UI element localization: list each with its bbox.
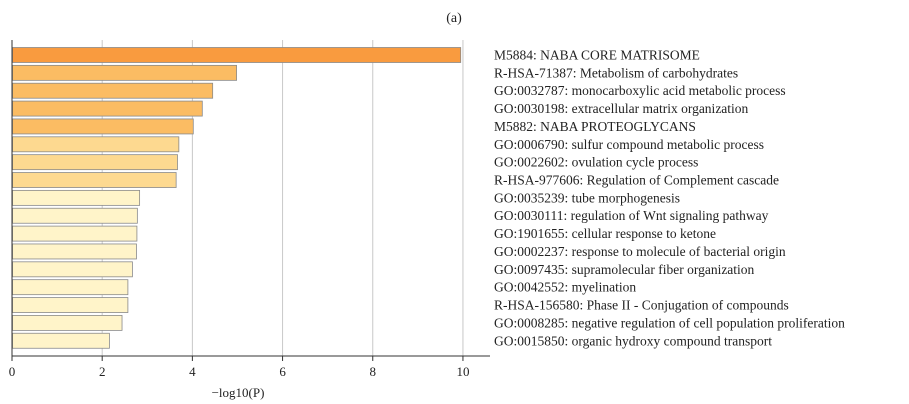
bar xyxy=(12,261,133,278)
bar xyxy=(12,332,110,349)
x-tick-label: 0 xyxy=(9,364,16,379)
category-label: GO:0042552: myelination xyxy=(494,280,636,295)
bar xyxy=(12,64,237,81)
bar xyxy=(12,154,178,171)
category-label: R-HSA-156580: Phase II - Conjugation of … xyxy=(494,298,789,313)
bar xyxy=(12,207,138,224)
bar xyxy=(12,82,214,99)
category-label: GO:0032787: monocarboxylic acid metaboli… xyxy=(494,83,786,98)
category-label: GO:0035239: tube morphogenesis xyxy=(494,190,680,205)
category-label: GO:0006790: sulfur compound metabolic pr… xyxy=(494,137,764,152)
bar xyxy=(12,314,123,331)
x-tick-label: 8 xyxy=(370,364,377,379)
category-label: GO:0030111: regulation of Wnt signaling … xyxy=(494,208,769,223)
category-label: GO:0097435: supramolecular fiber organiz… xyxy=(494,262,755,277)
bar xyxy=(12,225,138,242)
bar xyxy=(12,118,194,135)
bar xyxy=(12,100,203,117)
bar xyxy=(12,297,129,313)
x-tick-label: 4 xyxy=(189,364,196,379)
category-labels: M5884: NABA CORE MATRISOME R-HSA-71387: M… xyxy=(494,48,845,349)
bar xyxy=(12,136,180,153)
bars xyxy=(12,47,462,349)
category-label: GO:0030198: extracellular matrix organiz… xyxy=(494,101,749,116)
category-label: GO:1901655: cellular response to ketone xyxy=(494,226,716,241)
category-label: GO:0008285: negative regulation of cell … xyxy=(494,315,845,330)
bar xyxy=(12,189,141,206)
panel-label: (a) xyxy=(446,11,462,26)
category-label: R-HSA-71387: Metabolism of carbohydrates xyxy=(494,65,738,80)
bar xyxy=(12,243,137,260)
x-tick-label: 10 xyxy=(456,364,469,379)
bar xyxy=(12,47,462,63)
category-label: R-HSA-977606: Regulation of Complement c… xyxy=(494,173,779,188)
x-axis: 0 2 4 6 8 10 xyxy=(9,40,490,379)
category-label: GO:0002237: response to molecule of bact… xyxy=(494,244,786,259)
x-axis-title: −log10(P) xyxy=(212,385,265,400)
category-label: M5882: NABA PROTEOGLYCANS xyxy=(494,119,696,134)
category-label: GO:0022602: ovulation cycle process xyxy=(494,155,698,170)
category-label: GO:0015850: organic hydroxy compound tra… xyxy=(494,333,772,348)
x-tick-label: 6 xyxy=(279,364,286,379)
bar xyxy=(12,172,177,188)
bar xyxy=(12,279,129,296)
category-label: M5884: NABA CORE MATRISOME xyxy=(494,48,700,63)
x-tick-label: 2 xyxy=(99,364,106,379)
